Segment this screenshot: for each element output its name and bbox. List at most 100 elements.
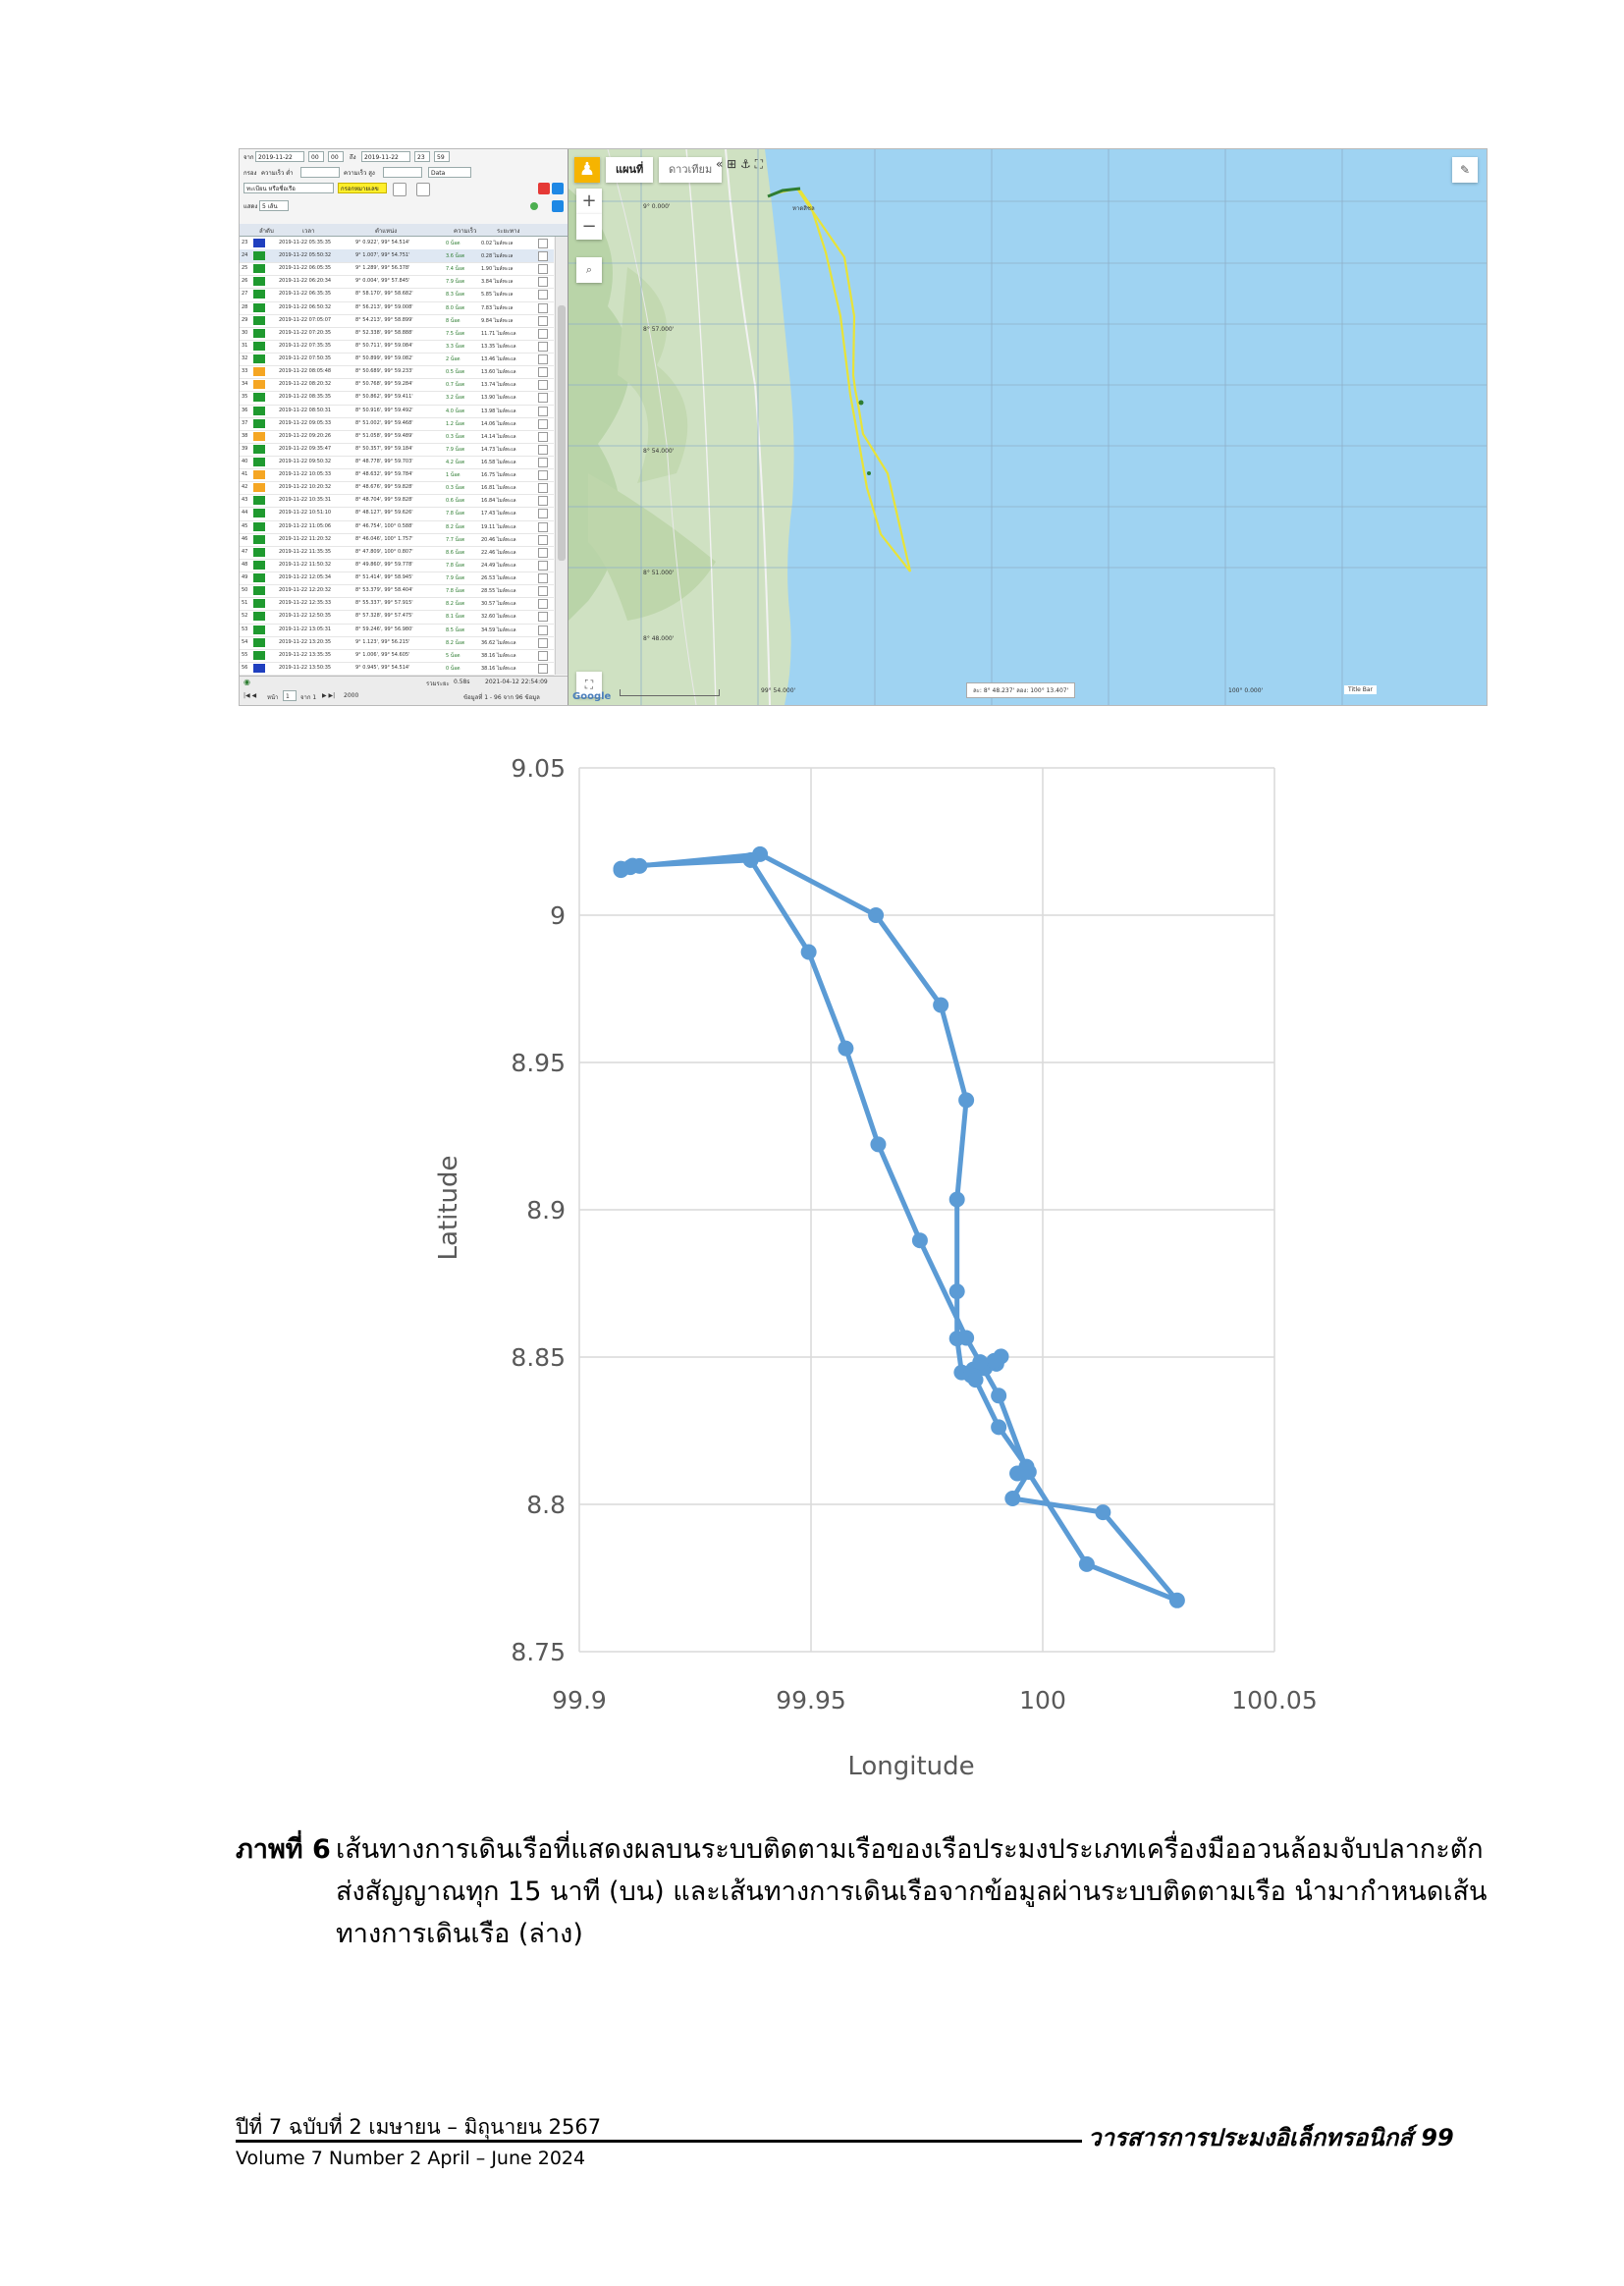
draw-tool-icon[interactable]: ✎: [1452, 157, 1478, 183]
row-detail-icon[interactable]: [538, 496, 548, 507]
row-detail-icon[interactable]: [538, 483, 548, 494]
table-row[interactable]: 49 2019-11-22 12:05:34 8° 51.414', 99° 58.…: [240, 572, 554, 586]
table-row[interactable]: 24 2019-11-22 05:50:32 9° 1.007', 99° 54.7…: [240, 249, 554, 264]
table-row[interactable]: 54 2019-11-22 13:20:35 9° 1.123', 99° 56.2…: [240, 636, 554, 650]
table-scrollbar[interactable]: [555, 237, 568, 675]
table-row[interactable]: 43 2019-11-22 10:35:31 8° 48.704', 99° 59.…: [240, 494, 554, 509]
table-row[interactable]: 47 2019-11-22 11:35:35 8° 47.809', 100° 0.…: [240, 546, 554, 560]
row-detail-icon[interactable]: [538, 458, 548, 467]
table-row[interactable]: 45 2019-11-22 11:05:06 8° 46.754', 100° 0.…: [240, 520, 554, 534]
page-size-select[interactable]: 2000: [344, 692, 359, 699]
row-detail-icon[interactable]: [538, 251, 548, 262]
row-detail-icon[interactable]: [538, 573, 548, 584]
vms-map[interactable]: ♟ แผนที่ ดาวเทียม + − ⌕ ⛶ ✎ « ⊞ ⚓ ⛶ หาดส…: [568, 149, 1487, 705]
row-detail-icon[interactable]: [538, 406, 548, 416]
settings-icon[interactable]: [416, 183, 430, 196]
from-min-select[interactable]: 00: [328, 151, 344, 162]
row-detail-icon[interactable]: [538, 239, 548, 248]
scrollbar-thumb[interactable]: [558, 305, 566, 561]
table-row[interactable]: 38 2019-11-22 09:20:26 8° 51.058', 99° 59.…: [240, 430, 554, 444]
row-detail-icon[interactable]: [538, 341, 548, 352]
street-view-icon[interactable]: ♟: [574, 157, 600, 183]
row-detail-icon[interactable]: [538, 521, 548, 532]
tab-map[interactable]: แผนที่: [606, 157, 654, 183]
search-icon[interactable]: [552, 183, 564, 194]
table-row[interactable]: 48 2019-11-22 11:50:32 8° 49.860', 99° 59.…: [240, 559, 554, 573]
row-detail-icon[interactable]: [538, 560, 548, 571]
export-icon[interactable]: [552, 200, 564, 212]
table-row[interactable]: 37 2019-11-22 09:05:33 8° 51.002', 99° 59.…: [240, 417, 554, 431]
table-row[interactable]: 52 2019-11-22 12:50:35 8° 57.328', 99° 57.…: [240, 610, 554, 625]
table-row[interactable]: 51 2019-11-22 12:35:33 8° 55.337', 99° 57.…: [240, 597, 554, 612]
to-min-select[interactable]: 59: [434, 151, 450, 162]
table-row[interactable]: 31 2019-11-22 07:35:35 8° 50.711', 99° 59.…: [240, 340, 554, 354]
table-row[interactable]: 34 2019-11-22 08:20:32 8° 50.768', 99° 59.…: [240, 378, 554, 393]
pager-next-icon[interactable]: ▶ ▶|: [322, 692, 336, 699]
speed-min-input[interactable]: [300, 167, 340, 178]
table-row[interactable]: 27 2019-11-22 06:35:35 8° 58.170', 99° 58.…: [240, 288, 554, 302]
row-detail-icon[interactable]: [538, 547, 548, 558]
row-detail-icon[interactable]: [538, 663, 548, 674]
row-detail-icon[interactable]: [538, 354, 548, 365]
map-search-icon[interactable]: ⌕: [576, 257, 602, 283]
table-row[interactable]: 56 2019-11-22 13:50:35 9° 0.945', 99° 54.5…: [240, 662, 554, 676]
row-detail-icon[interactable]: [538, 509, 548, 519]
table-row[interactable]: 25 2019-11-22 06:05:35 9° 1.289', 99° 56.3…: [240, 262, 554, 277]
table-row[interactable]: 32 2019-11-22 07:50:35 8° 50.899', 99° 59.…: [240, 353, 554, 367]
row-detail-icon[interactable]: [538, 431, 548, 442]
table-row[interactable]: 29 2019-11-22 07:05:07 8° 54.213', 99° 58.…: [240, 314, 554, 328]
vessel-name-input[interactable]: กรอกหมายเลข: [338, 183, 387, 193]
row-detail-icon[interactable]: [538, 290, 548, 300]
table-row[interactable]: 28 2019-11-22 06:50:32 8° 56.213', 99° 59.…: [240, 301, 554, 315]
col-header-speed[interactable]: ความเร็ว: [454, 228, 477, 235]
table-row[interactable]: 23 2019-11-22 05:35:35 9° 0.922', 99° 54.5…: [240, 237, 554, 251]
table-row[interactable]: 46 2019-11-22 11:20:32 8° 46.046', 100° 1.…: [240, 533, 554, 547]
col-header-distance[interactable]: ระยะทาง: [497, 228, 520, 235]
row-detail-icon[interactable]: [538, 444, 548, 455]
col-header-position[interactable]: ตำแหน่ง: [375, 228, 398, 235]
row-detail-icon[interactable]: [538, 393, 548, 404]
page-input[interactable]: 1: [283, 690, 297, 701]
refresh-icon[interactable]: ◉: [244, 678, 250, 686]
row-detail-icon[interactable]: [538, 599, 548, 610]
table-row[interactable]: 55 2019-11-22 13:35:35 9° 1.006', 99° 54.6…: [240, 649, 554, 663]
table-row[interactable]: 40 2019-11-22 09:50:32 8° 48.778', 99° 59.…: [240, 456, 554, 470]
calendar-icon[interactable]: [393, 183, 406, 196]
row-detail-icon[interactable]: [538, 586, 548, 597]
table-row[interactable]: 39 2019-11-22 09:35:47 8° 50.357', 99° 59.…: [240, 443, 554, 457]
to-date-input[interactable]: 2019-11-22: [361, 151, 410, 162]
from-hour-select[interactable]: 00: [308, 151, 324, 162]
row-detail-icon[interactable]: [538, 612, 548, 623]
row-detail-icon[interactable]: [538, 328, 548, 339]
row-detail-icon[interactable]: [538, 380, 548, 391]
display-select[interactable]: 5 เส้น: [259, 200, 289, 211]
table-row[interactable]: 53 2019-11-22 13:05:31 8° 59.246', 99° 56.…: [240, 624, 554, 637]
zoom-out-icon[interactable]: −: [576, 214, 602, 240]
row-detail-icon[interactable]: [538, 650, 548, 661]
speed-max-input[interactable]: [383, 167, 422, 178]
vessel-select[interactable]: ทะเบียน หรือชื่อเรือ: [244, 183, 334, 193]
table-row[interactable]: 26 2019-11-22 06:20:34 9° 0.004', 99° 57.8…: [240, 275, 554, 290]
table-row[interactable]: 33 2019-11-22 08:05:48 8° 50.689', 99° 59.…: [240, 365, 554, 380]
table-row[interactable]: 35 2019-11-22 08:35:35 8° 50.862', 99° 59.…: [240, 391, 554, 406]
pager-nav-icon[interactable]: |◀ ◀: [244, 692, 257, 699]
to-hour-select[interactable]: 23: [414, 151, 430, 162]
table-row[interactable]: 41 2019-11-22 10:05:33 8° 48.632', 99° 59.…: [240, 468, 554, 483]
data-select[interactable]: Data: [428, 167, 471, 178]
row-detail-icon[interactable]: [538, 264, 548, 275]
row-detail-icon[interactable]: [538, 534, 548, 545]
col-header-time[interactable]: เวลา: [302, 228, 315, 235]
table-row[interactable]: 30 2019-11-22 07:20:35 8° 52.338', 99° 58.…: [240, 327, 554, 341]
table-row[interactable]: 42 2019-11-22 10:20:32 8° 48.676', 99° 59.…: [240, 481, 554, 496]
tab-satellite[interactable]: ดาวเทียม: [659, 157, 723, 183]
row-detail-icon[interactable]: [538, 418, 548, 429]
table-row[interactable]: 36 2019-11-22 08:50:31 8° 50.916', 99° 59.…: [240, 405, 554, 418]
row-detail-icon[interactable]: [538, 625, 548, 635]
row-detail-icon[interactable]: [538, 367, 548, 378]
title-bar-button[interactable]: Title Bar: [1344, 685, 1378, 694]
zoom-in-icon[interactable]: +: [576, 189, 602, 214]
close-icon[interactable]: [538, 183, 550, 194]
row-detail-icon[interactable]: [538, 302, 548, 313]
row-detail-icon[interactable]: [538, 470, 548, 481]
fullscreen-icon[interactable]: ⛶: [576, 672, 602, 697]
